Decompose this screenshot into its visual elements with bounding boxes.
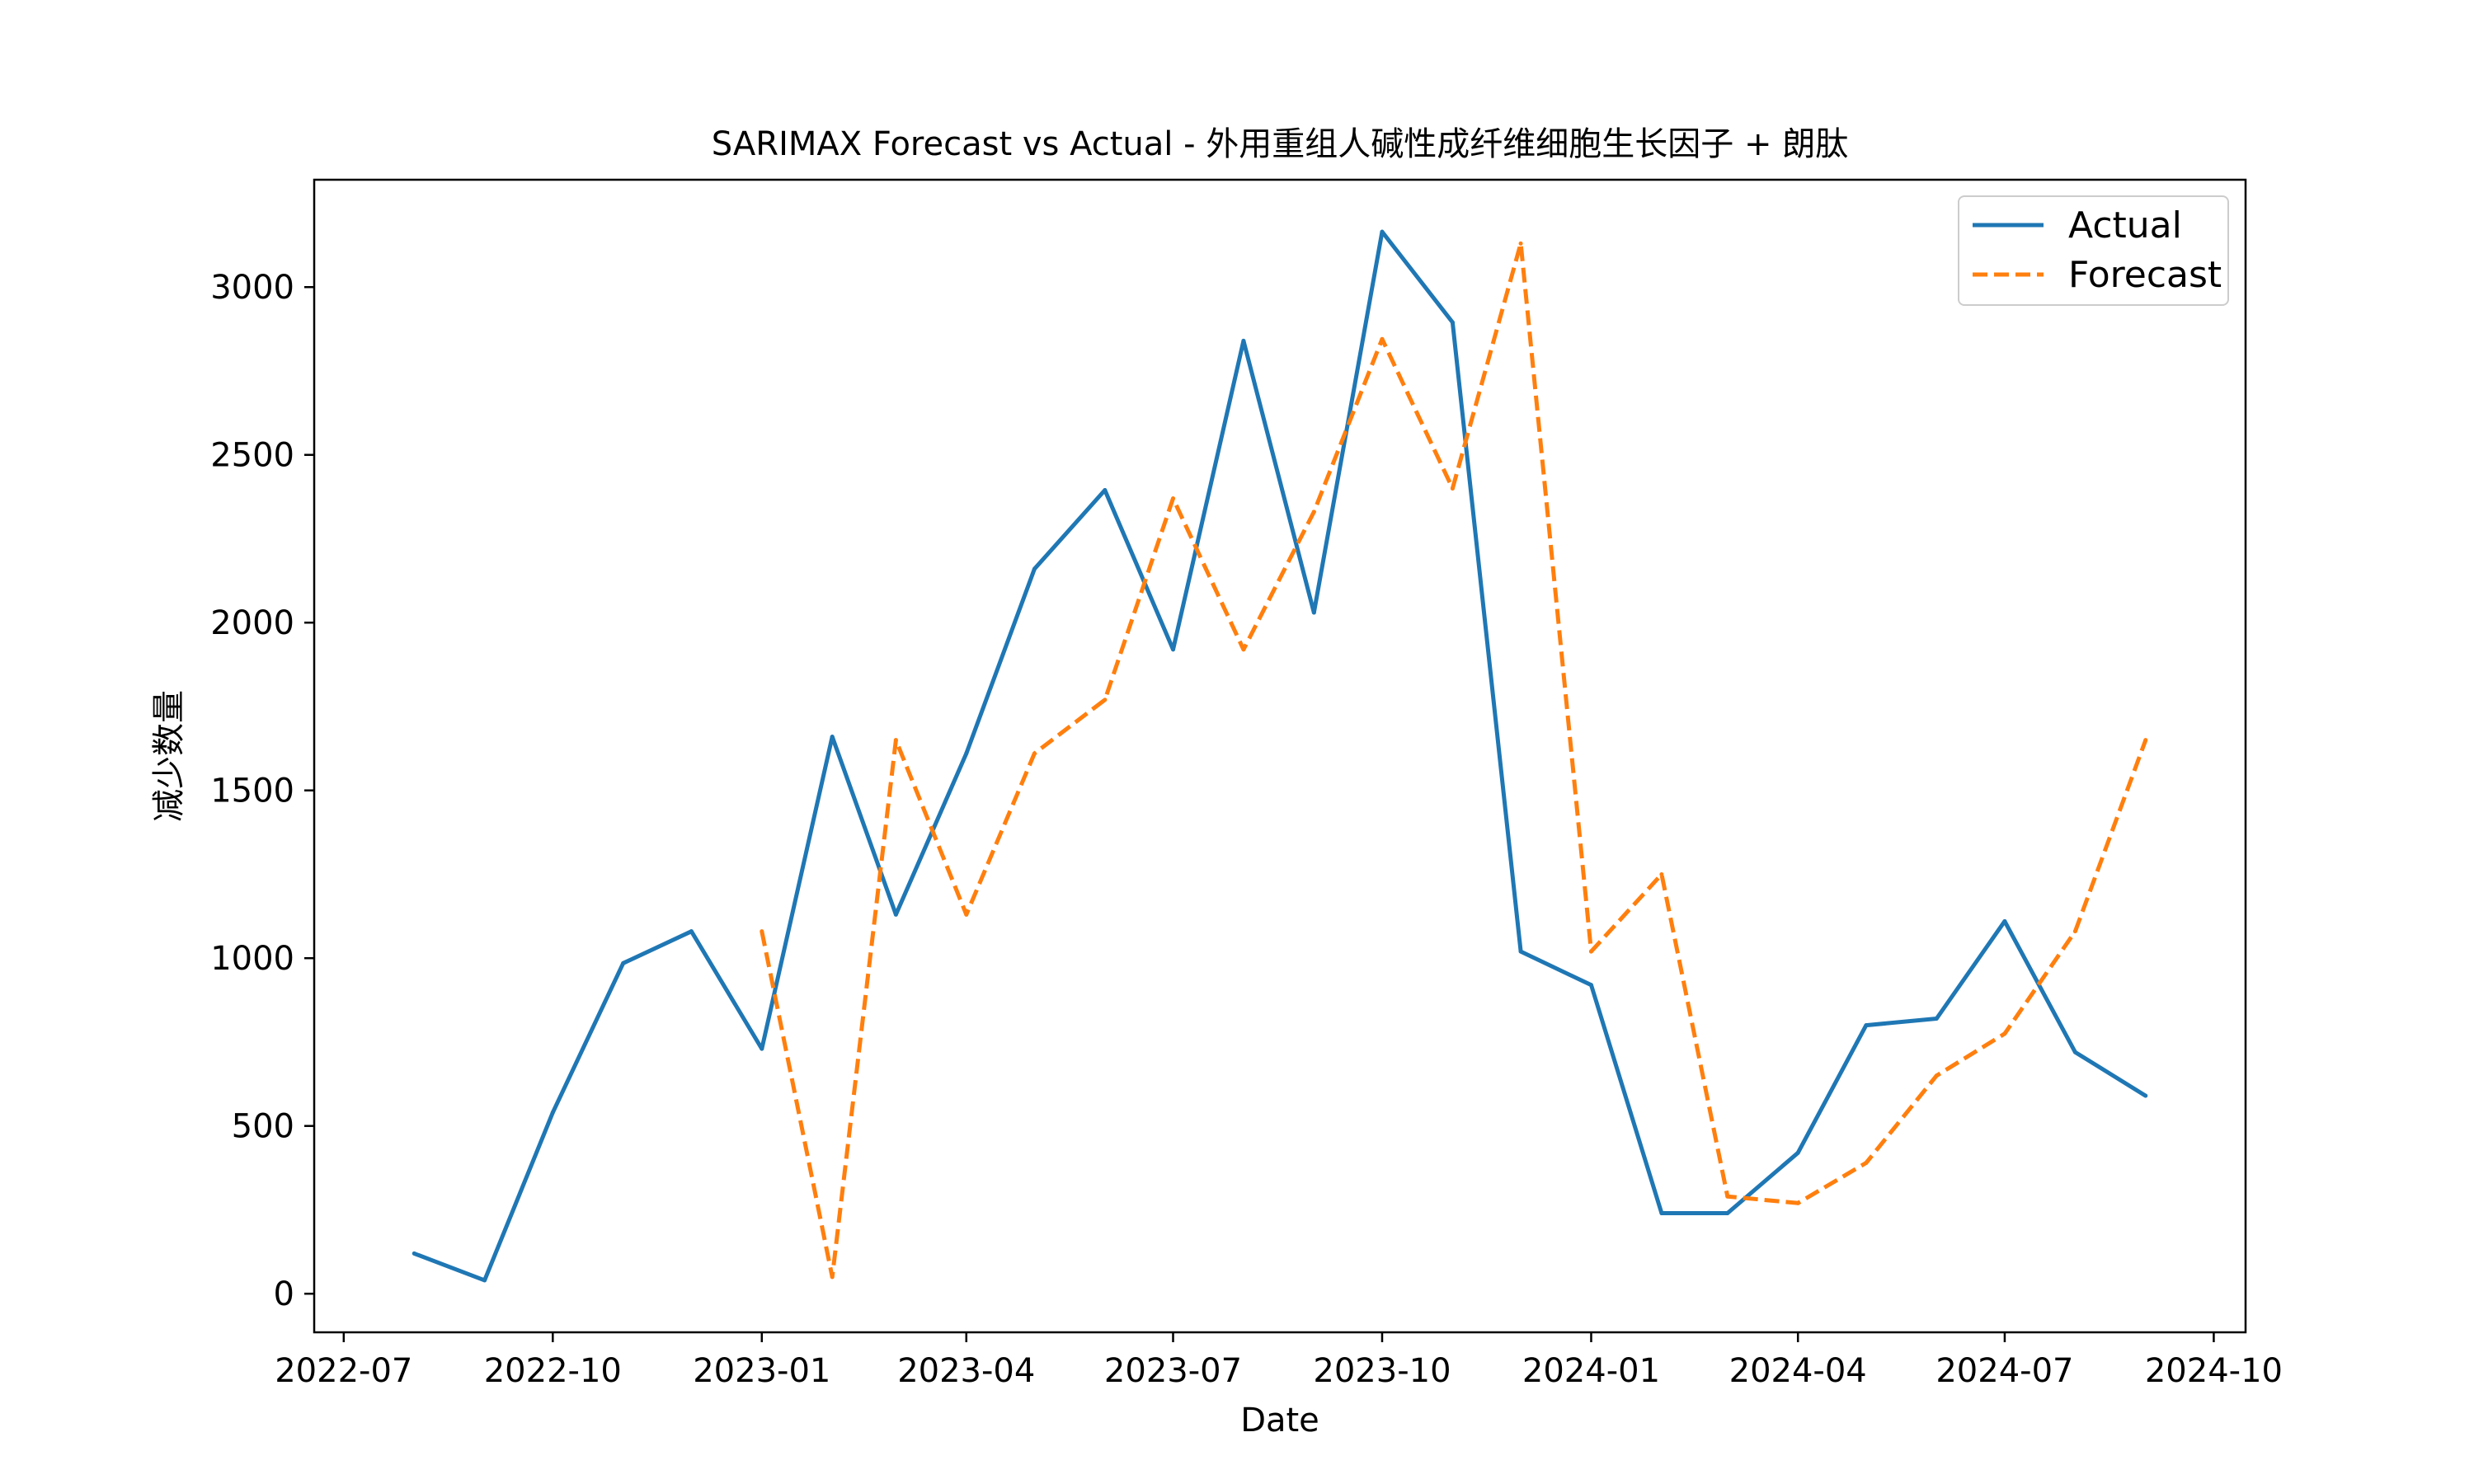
legend-label-actual: Actual <box>2068 204 2182 247</box>
data-point-actual <box>1103 487 1108 492</box>
chart-title: SARIMAX Forecast vs Actual - 外用重组人碱性成纤维细… <box>712 125 1848 163</box>
y-tick-label: 1000 <box>210 940 294 978</box>
x-tick-label: 2022-10 <box>484 1352 622 1390</box>
data-point-forecast <box>2002 1031 2007 1036</box>
data-point-actual <box>482 1278 487 1283</box>
data-point-actual <box>1795 1150 1800 1155</box>
series-lines <box>412 229 2148 1283</box>
y-tick-label: 3000 <box>210 269 294 307</box>
data-point-forecast <box>1380 336 1385 341</box>
data-point-actual <box>1380 229 1385 234</box>
x-tick-label: 2024-04 <box>1729 1352 1867 1390</box>
data-point-actual <box>1588 983 1593 988</box>
data-point-actual <box>760 1046 764 1051</box>
y-tick-label: 2500 <box>210 437 294 475</box>
data-point-forecast <box>1241 647 1246 652</box>
data-point-actual <box>1864 1023 1869 1028</box>
data-point-actual <box>964 751 969 756</box>
data-point-forecast <box>893 738 898 743</box>
data-point-actual <box>1171 647 1176 652</box>
data-point-actual <box>2072 1050 2077 1054</box>
x-tick-label: 2023-10 <box>1313 1352 1451 1390</box>
data-point-forecast <box>1450 486 1455 491</box>
data-point-actual <box>1934 1016 1939 1021</box>
data-point-forecast <box>1795 1200 1800 1205</box>
plot-frame <box>313 178 2247 1334</box>
data-point-actual <box>621 960 626 965</box>
data-point-actual <box>1450 320 1455 325</box>
y-tick-label: 2000 <box>210 604 294 642</box>
data-point-actual <box>1241 338 1246 343</box>
data-point-forecast <box>830 1275 835 1280</box>
data-point-actual <box>689 929 694 934</box>
x-tick-label: 2024-10 <box>2145 1352 2283 1390</box>
data-point-actual <box>893 912 898 917</box>
x-tick-label: 2024-07 <box>1935 1352 2073 1390</box>
legend-label-forecast: Forecast <box>2068 254 2222 296</box>
x-tick-label: 2023-07 <box>1104 1352 1242 1390</box>
data-point-forecast <box>964 912 969 917</box>
data-point-actual <box>830 735 835 740</box>
data-point-actual <box>1311 610 1316 615</box>
series-line-actual <box>413 229 2147 1283</box>
data-point-actual <box>1032 566 1037 571</box>
y-axis: 0 500 1000 1500 2000 2500 3000 <box>210 269 314 1313</box>
data-point-actual <box>550 1110 555 1115</box>
x-axis-label: Date <box>1240 1402 1319 1439</box>
y-tick-label: 500 <box>232 1108 294 1146</box>
x-tick-label: 2023-04 <box>897 1352 1035 1390</box>
data-point-forecast <box>1659 871 1664 876</box>
legend: Actual Forecast <box>1958 195 2229 306</box>
data-point-forecast <box>1311 510 1316 514</box>
x-tick-label: 2024-01 <box>1522 1352 1660 1390</box>
data-point-forecast <box>1518 241 1523 246</box>
data-point-actual <box>412 1251 416 1256</box>
data-point-forecast <box>1934 1073 1939 1078</box>
data-point-forecast <box>1725 1194 1730 1199</box>
data-point-forecast <box>2143 738 2148 743</box>
data-point-forecast <box>760 929 764 934</box>
data-point-actual <box>1518 949 1523 954</box>
data-point-forecast <box>1864 1160 1869 1165</box>
data-point-actual <box>2143 1093 2148 1098</box>
x-axis: 2022-07 2022-10 2023-01 2023-04 2023-07 2023-… <box>275 1332 2283 1390</box>
data-point-actual <box>2002 918 2007 923</box>
data-point-forecast <box>1171 496 1176 501</box>
x-tick-label: 2023-01 <box>693 1352 830 1390</box>
y-tick-label: 0 <box>274 1275 294 1313</box>
data-point-forecast <box>1032 751 1037 756</box>
data-point-forecast <box>2072 929 2077 934</box>
data-point-actual <box>1725 1211 1730 1216</box>
data-point-forecast <box>1103 697 1108 702</box>
y-tick-label: 1500 <box>210 773 294 810</box>
y-axis-label: 减少数量 <box>150 690 188 822</box>
data-point-forecast <box>1588 949 1593 954</box>
x-tick-label: 2022-07 <box>275 1352 412 1390</box>
data-point-actual <box>1659 1211 1664 1216</box>
